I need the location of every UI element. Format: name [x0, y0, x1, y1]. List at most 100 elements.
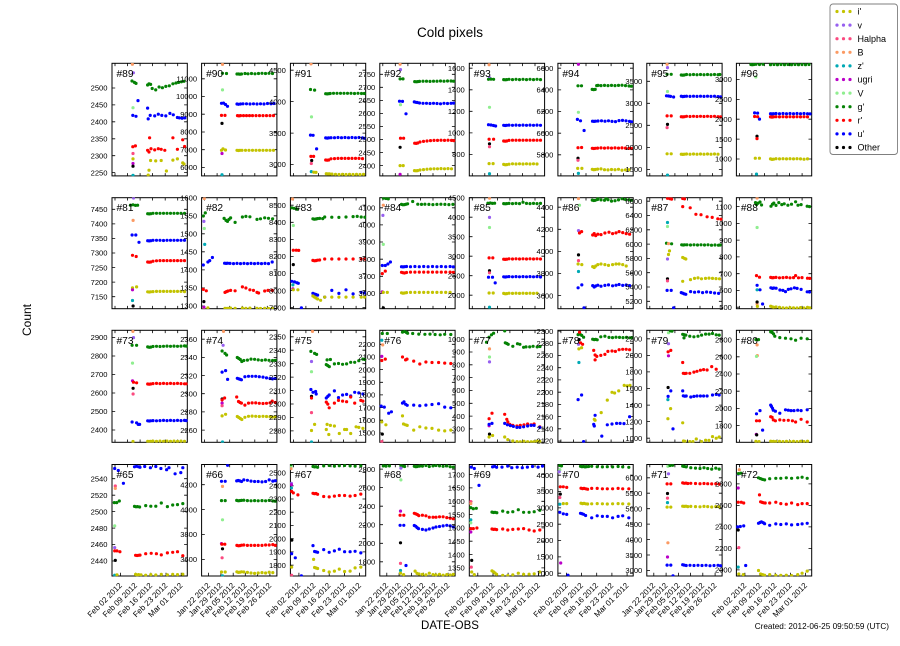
svg-text:2460: 2460 [91, 540, 108, 549]
svg-text:6000: 6000 [625, 240, 642, 249]
svg-text:2000: 2000 [715, 404, 732, 413]
svg-text:#75: #75 [295, 336, 312, 347]
svg-text:2500: 2500 [448, 271, 465, 280]
svg-text:#92: #92 [384, 69, 401, 80]
svg-text:7250: 7250 [91, 263, 108, 272]
svg-text:2600: 2600 [91, 389, 108, 398]
svg-text:2000: 2000 [358, 365, 375, 374]
svg-text:3000: 3000 [625, 566, 642, 575]
svg-text:1700: 1700 [448, 470, 465, 479]
svg-text:Created: 2012-06-25 09:50:59 (: Created: 2012-06-25 09:50:59 (UTC) [755, 622, 890, 631]
svg-text:#69: #69 [474, 470, 491, 481]
svg-text:3600: 3600 [358, 289, 375, 298]
svg-text:#68: #68 [384, 470, 401, 481]
svg-text:#67: #67 [295, 470, 312, 481]
svg-text:7300: 7300 [91, 249, 108, 258]
svg-text:2800: 2800 [91, 352, 108, 361]
svg-text:r': r' [858, 116, 863, 126]
svg-text:1450: 1450 [180, 248, 197, 257]
svg-text:4000: 4000 [536, 247, 553, 256]
svg-text:6200: 6200 [625, 226, 642, 235]
svg-text:5600: 5600 [625, 268, 642, 277]
svg-text:1500: 1500 [180, 230, 197, 239]
svg-text:2500: 2500 [536, 520, 553, 529]
svg-text:5400: 5400 [625, 283, 642, 292]
svg-text:1100: 1100 [716, 202, 732, 211]
svg-text:1400: 1400 [448, 86, 465, 95]
svg-text:600: 600 [719, 286, 732, 295]
svg-text:4200: 4200 [180, 480, 197, 489]
svg-text:2200: 2200 [358, 520, 375, 529]
svg-text:800: 800 [719, 253, 732, 262]
svg-text:5800: 5800 [536, 151, 553, 160]
svg-text:Other: Other [858, 143, 881, 153]
svg-text:2240: 2240 [536, 363, 553, 372]
svg-text:2260: 2260 [180, 426, 197, 435]
svg-text:2180: 2180 [536, 400, 553, 409]
svg-text:2400: 2400 [269, 482, 286, 491]
svg-text:1500: 1500 [448, 524, 465, 533]
svg-text:2800: 2800 [715, 480, 732, 489]
svg-text:Cold pixels: Cold pixels [417, 25, 483, 40]
svg-text:500: 500 [452, 399, 465, 408]
svg-text:z': z' [858, 61, 865, 71]
svg-text:1000: 1000 [715, 155, 732, 164]
svg-text:4000: 4000 [536, 471, 553, 480]
svg-text:#93: #93 [474, 69, 491, 80]
svg-text:#73: #73 [117, 336, 134, 347]
svg-text:8200: 8200 [269, 252, 286, 261]
svg-text:2800: 2800 [358, 465, 375, 474]
svg-text:4400: 4400 [536, 203, 553, 212]
svg-text:#83: #83 [295, 203, 312, 214]
svg-text:8300: 8300 [269, 235, 286, 244]
svg-text:2200: 2200 [536, 388, 553, 397]
svg-text:#81: #81 [117, 203, 134, 214]
svg-text:2500: 2500 [91, 84, 108, 93]
svg-text:2200: 2200 [625, 335, 642, 344]
svg-text:300: 300 [452, 425, 465, 434]
svg-text:2400: 2400 [358, 502, 375, 511]
svg-text:2350: 2350 [91, 135, 108, 144]
svg-text:2600: 2600 [358, 483, 375, 492]
svg-text:1200: 1200 [625, 417, 642, 426]
svg-text:1400: 1400 [180, 266, 197, 275]
svg-text:2500: 2500 [358, 135, 375, 144]
svg-text:2350: 2350 [269, 333, 286, 342]
svg-text:2900: 2900 [91, 333, 108, 342]
svg-text:#80: #80 [741, 336, 758, 347]
svg-text:3500: 3500 [625, 551, 642, 560]
svg-text:#82: #82 [206, 203, 223, 214]
svg-text:2450: 2450 [358, 148, 375, 157]
svg-text:3000: 3000 [448, 252, 465, 261]
svg-text:1200: 1200 [448, 107, 465, 116]
svg-text:2310: 2310 [269, 386, 286, 395]
svg-text:#76: #76 [384, 336, 401, 347]
svg-text:2480: 2480 [91, 524, 108, 533]
svg-text:3800: 3800 [180, 530, 197, 539]
svg-text:6000: 6000 [536, 129, 553, 138]
svg-text:7000: 7000 [180, 145, 197, 154]
svg-text:2600: 2600 [358, 109, 375, 118]
svg-text:6000: 6000 [180, 163, 197, 172]
svg-text:1500: 1500 [358, 429, 375, 438]
svg-text:7200: 7200 [91, 278, 108, 287]
svg-text:1000: 1000 [448, 129, 465, 138]
svg-text:2200: 2200 [715, 387, 732, 396]
svg-text:4500: 4500 [269, 66, 286, 75]
svg-text:2000: 2000 [448, 291, 465, 300]
svg-text:2400: 2400 [91, 426, 108, 435]
svg-text:900: 900 [452, 348, 465, 357]
svg-text:1900: 1900 [269, 548, 286, 557]
svg-text:1800: 1800 [625, 368, 642, 377]
svg-text:2000: 2000 [269, 534, 286, 543]
svg-text:6600: 6600 [625, 197, 642, 206]
svg-text:3000: 3000 [715, 75, 732, 84]
svg-text:u': u' [858, 129, 865, 139]
svg-text:8000: 8000 [180, 128, 197, 137]
svg-text:800: 800 [452, 361, 465, 370]
svg-text:2500: 2500 [269, 468, 286, 477]
svg-text:2360: 2360 [180, 335, 197, 344]
svg-text:2800: 2800 [715, 335, 732, 344]
svg-text:2280: 2280 [536, 339, 553, 348]
svg-text:400: 400 [452, 412, 465, 421]
